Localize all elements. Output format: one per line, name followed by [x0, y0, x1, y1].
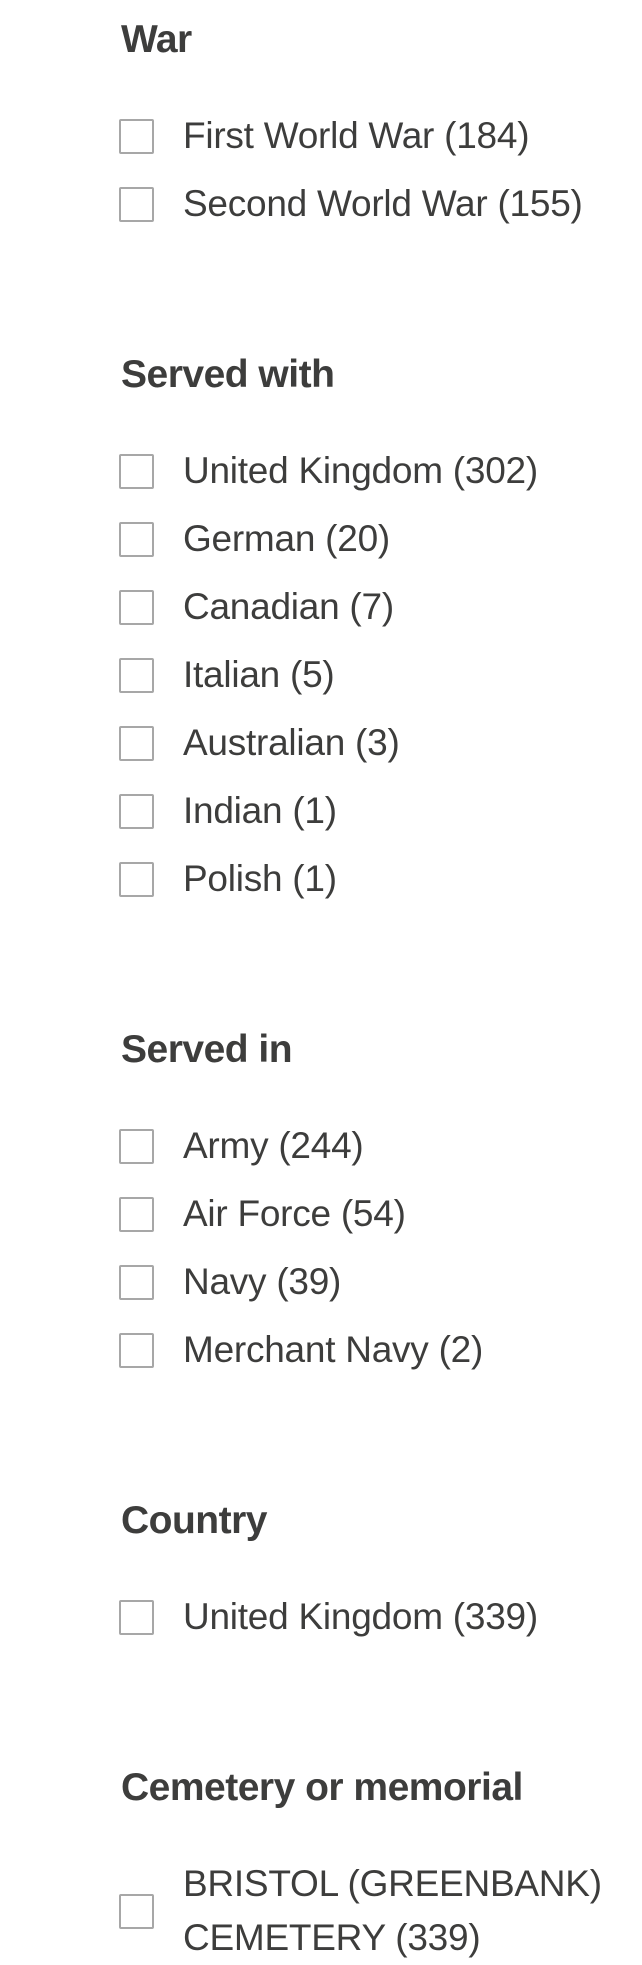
filter-option-label-italian[interactable]: Italian (5): [183, 654, 335, 695]
filter-checkbox-navy[interactable]: [119, 1264, 154, 1300]
filter-checkbox-polish[interactable]: [119, 861, 154, 897]
filter-checkbox-air-force[interactable]: [119, 1196, 154, 1232]
filter-option-label-canadian[interactable]: Canadian (7): [183, 586, 394, 627]
filter-checkbox-first-world-war[interactable]: [119, 118, 154, 154]
filter-section-title-war: War: [121, 18, 192, 61]
filter-option-row-army[interactable]: Army (244): [119, 1119, 602, 1173]
filter-checkbox-merchant-navy[interactable]: [119, 1332, 154, 1368]
filter-option-label-first-world-war[interactable]: First World War (184): [183, 115, 530, 156]
filter-option-list: Army (244) Air Force (54) Navy (39) Merc…: [119, 1119, 602, 1377]
filter-checkbox-italian[interactable]: [119, 657, 154, 693]
filter-checkbox-bristol-greenbank-cemetery[interactable]: [119, 1893, 154, 1929]
filter-section-served-with: Served with United Kingdom (302) German …: [119, 351, 602, 906]
filter-section-title-cemetery-or-memorial: Cemetery or memorial: [121, 1766, 523, 1809]
filter-option-label-united-kingdom[interactable]: United Kingdom (302): [183, 450, 538, 491]
filter-checkbox-second-world-war[interactable]: [119, 186, 154, 222]
filter-option-row-united-kingdom[interactable]: United Kingdom (339): [119, 1590, 602, 1644]
filter-section-country: Country United Kingdom (339): [119, 1497, 602, 1644]
filter-checkbox-german[interactable]: [119, 521, 154, 557]
filter-option-row-indian[interactable]: Indian (1): [119, 784, 602, 838]
filter-option-row-polish[interactable]: Polish (1): [119, 852, 602, 906]
filter-checkbox-united-kingdom[interactable]: [119, 1599, 154, 1635]
filter-option-label-bristol-greenbank-cemetery[interactable]: BRISTOL (GREENBANK) CEMETERY (339): [183, 1863, 602, 1958]
filter-option-row-canadian[interactable]: Canadian (7): [119, 580, 602, 634]
filter-checkbox-indian[interactable]: [119, 793, 154, 829]
filter-checkbox-army[interactable]: [119, 1128, 154, 1164]
filter-option-label-navy[interactable]: Navy (39): [183, 1261, 342, 1302]
filter-option-row-italian[interactable]: Italian (5): [119, 648, 602, 702]
filter-option-label-army[interactable]: Army (244): [183, 1125, 364, 1166]
filter-option-list: First World War (184) Second World War (…: [119, 109, 602, 231]
filter-section-title-served-with: Served with: [121, 353, 335, 396]
filter-option-label-second-world-war[interactable]: Second World War (155): [183, 183, 583, 224]
filter-option-row-first-world-war[interactable]: First World War (184): [119, 109, 602, 163]
filter-option-label-indian[interactable]: Indian (1): [183, 790, 337, 831]
filter-section-cemetery-or-memorial: Cemetery or memorial BRISTOL (GREENBANK)…: [119, 1764, 602, 1965]
filter-option-row-united-kingdom[interactable]: United Kingdom (302): [119, 444, 602, 498]
filter-option-label-australian[interactable]: Australian (3): [183, 722, 400, 763]
filter-option-label-german[interactable]: German (20): [183, 518, 390, 559]
filter-option-list: United Kingdom (339): [119, 1590, 602, 1644]
filter-option-label-air-force[interactable]: Air Force (54): [183, 1193, 406, 1234]
filter-option-row-air-force[interactable]: Air Force (54): [119, 1187, 602, 1241]
filter-option-row-merchant-navy[interactable]: Merchant Navy (2): [119, 1323, 602, 1377]
filter-section-title-country: Country: [121, 1499, 268, 1542]
filter-option-row-german[interactable]: German (20): [119, 512, 602, 566]
filter-option-row-second-world-war[interactable]: Second World War (155): [119, 177, 602, 231]
filter-option-label-united-kingdom[interactable]: United Kingdom (339): [183, 1596, 538, 1637]
filter-option-row-australian[interactable]: Australian (3): [119, 716, 602, 770]
filter-checkbox-australian[interactable]: [119, 725, 154, 761]
filter-section-title-served-in: Served in: [121, 1028, 293, 1071]
filter-option-row-bristol-greenbank-cemetery[interactable]: BRISTOL (GREENBANK) CEMETERY (339): [119, 1857, 602, 1965]
filter-option-label-polish[interactable]: Polish (1): [183, 858, 337, 899]
filter-section-war: War First World War (184) Second World W…: [119, 16, 602, 231]
filter-option-list: BRISTOL (GREENBANK) CEMETERY (339): [119, 1857, 602, 1965]
filter-option-list: United Kingdom (302) German (20) Canadia…: [119, 444, 602, 906]
filter-option-label-merchant-navy[interactable]: Merchant Navy (2): [183, 1329, 484, 1370]
filter-section-served-in: Served in Army (244) Air Force (54) Navy…: [119, 1026, 602, 1377]
filter-checkbox-canadian[interactable]: [119, 589, 154, 625]
filter-checkbox-united-kingdom[interactable]: [119, 453, 154, 489]
filter-option-row-navy[interactable]: Navy (39): [119, 1255, 602, 1309]
